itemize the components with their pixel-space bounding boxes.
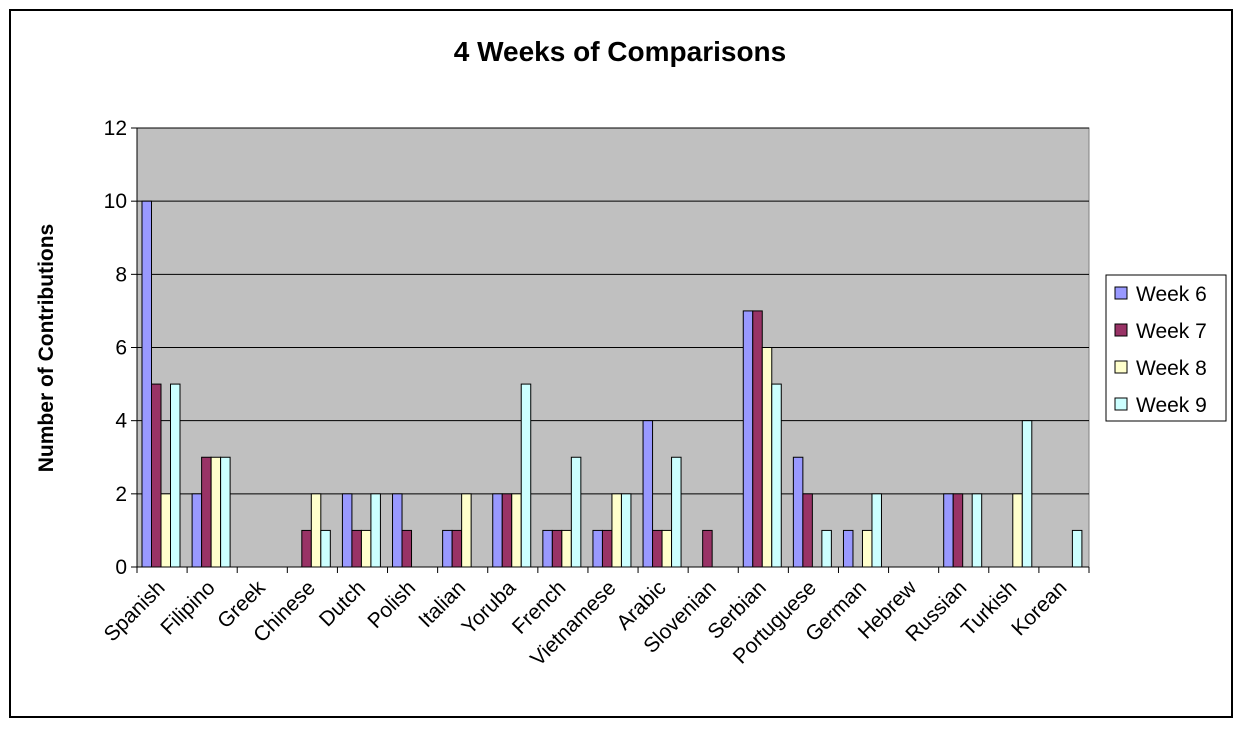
bar-week-7-slovenian xyxy=(702,529,713,568)
bar-week-7-yoruba xyxy=(501,493,513,568)
legend-swatch xyxy=(1114,397,1128,411)
bar-week-7-italian xyxy=(451,529,463,568)
legend-label: Week 8 xyxy=(1136,357,1207,380)
bar-week-9-serbian xyxy=(771,383,782,568)
bar-week-7-french xyxy=(551,529,563,568)
bar-week-6-vietnamese xyxy=(592,529,603,568)
bar-week-8-filipino xyxy=(210,456,222,568)
bar-week-6-russian xyxy=(943,493,954,568)
bar-week-9-portuguese xyxy=(821,529,832,568)
bar-week-7-filipino xyxy=(201,456,212,568)
bar-week-7-serbian xyxy=(752,310,763,568)
bar-week-7-spanish xyxy=(151,383,162,568)
bar-week-9-german xyxy=(871,493,882,568)
bar-week-8-vietnamese xyxy=(611,493,622,568)
bar-week-7-dutch xyxy=(351,529,362,568)
bar-week-6-portuguese xyxy=(792,456,804,568)
bar-week-8-french xyxy=(561,529,572,568)
x-tick-label: Korean xyxy=(1007,576,1071,640)
bar-week-9-arabic xyxy=(671,456,682,568)
y-axis-label: Number of Contributions xyxy=(35,224,58,472)
bar-week-9-vietnamese xyxy=(620,493,632,568)
y-tick-label: 2 xyxy=(115,483,127,506)
legend-swatch xyxy=(1114,286,1128,300)
bar-week-6-polish xyxy=(392,493,403,568)
bar-week-8-turkish xyxy=(1012,493,1023,568)
bar-week-9-russian xyxy=(971,493,983,568)
y-tick-label: 8 xyxy=(115,263,127,286)
bar-week-9-french xyxy=(570,456,582,568)
legend: Week 6 Week 7 Week 8 Week 9 xyxy=(1105,274,1227,422)
bar-week-6-french xyxy=(542,529,553,568)
x-tick-label: Turkish xyxy=(957,576,1021,640)
bar-week-6-dutch xyxy=(341,493,353,568)
bar-week-8-spanish xyxy=(160,493,171,568)
legend-label: Week 6 xyxy=(1136,283,1207,306)
y-tick-label: 10 xyxy=(104,190,127,213)
bar-week-8-yoruba xyxy=(511,493,522,568)
bar-week-6-yoruba xyxy=(492,493,503,568)
plot-area: 024681012SpanishFilipinoGreekChineseDutc… xyxy=(100,117,1090,671)
bar-week-7-vietnamese xyxy=(601,529,613,568)
x-tick-label: Filipino xyxy=(156,576,219,639)
legend-swatch xyxy=(1114,323,1128,337)
legend-label: Week 7 xyxy=(1136,320,1207,343)
bar-week-7-portuguese xyxy=(802,493,813,568)
bar-week-7-russian xyxy=(952,493,964,568)
x-tick-label: Spanish xyxy=(100,576,170,646)
bar-week-6-spanish xyxy=(141,200,152,568)
y-tick-label: 4 xyxy=(115,410,127,433)
bar-week-9-turkish xyxy=(1021,420,1033,568)
legend-label: Week 9 xyxy=(1136,394,1207,417)
bar-week-9-chinese xyxy=(320,529,331,568)
bar-week-7-chinese xyxy=(301,529,312,568)
bar-week-8-chinese xyxy=(310,493,322,568)
bar-week-8-german xyxy=(861,529,873,568)
y-tick-label: 12 xyxy=(104,117,127,140)
bar-week-9-korean xyxy=(1071,529,1083,568)
bar-week-9-spanish xyxy=(170,383,181,568)
bar-week-9-yoruba xyxy=(520,383,532,568)
bar-week-9-dutch xyxy=(370,493,381,568)
bar-week-6-italian xyxy=(442,529,453,568)
bar-week-8-arabic xyxy=(661,529,673,568)
x-tick-label: Polish xyxy=(363,576,420,633)
x-tick-label: Yoruba xyxy=(458,576,521,639)
bar-week-8-serbian xyxy=(761,347,773,568)
y-tick-label: 6 xyxy=(115,337,127,360)
x-tick-label: Dutch xyxy=(315,576,370,631)
bar-week-7-arabic xyxy=(652,529,663,568)
legend-swatch xyxy=(1114,360,1128,374)
bar-week-6-filipino xyxy=(191,493,203,568)
y-tick-label: 0 xyxy=(115,556,127,579)
bar-week-6-serbian xyxy=(742,310,754,568)
bar-week-8-dutch xyxy=(360,529,372,568)
bar-week-9-filipino xyxy=(220,456,231,568)
bar-week-8-italian xyxy=(461,493,472,568)
bar-week-6-arabic xyxy=(642,420,654,568)
chart-title: 4 Weeks of Comparisons xyxy=(454,36,786,67)
bar-week-7-polish xyxy=(401,529,413,568)
bar-week-6-german xyxy=(842,529,854,568)
